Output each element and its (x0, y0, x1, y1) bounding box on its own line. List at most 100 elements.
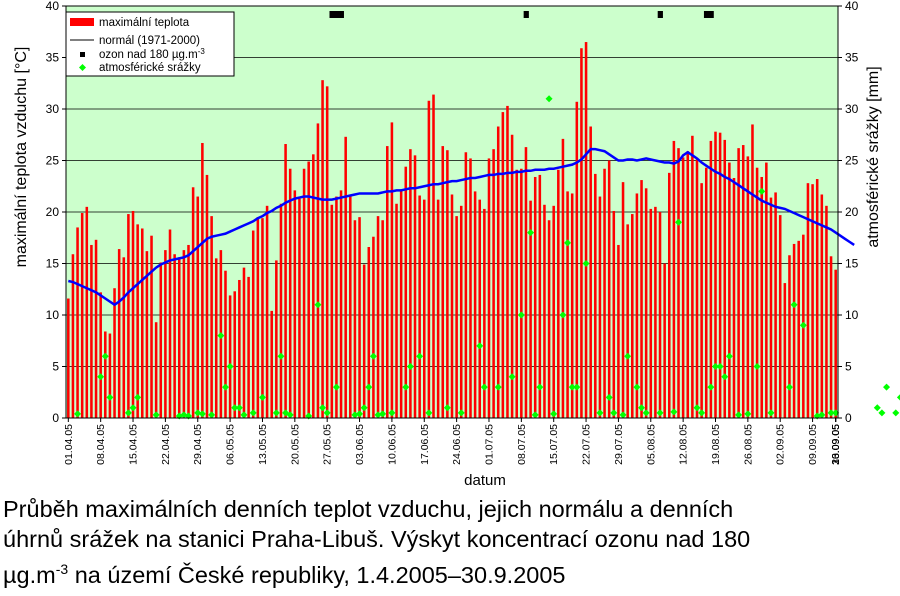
temperature-bar (626, 224, 629, 418)
temperature-bar (501, 112, 505, 418)
temperature-bar (561, 138, 565, 418)
temperature-bar (695, 159, 699, 418)
temperature-bar (640, 180, 643, 418)
temperature-bar (302, 168, 306, 418)
precipitation-marker (351, 411, 359, 419)
temperature-bar (339, 190, 343, 418)
precipitation-marker (698, 409, 706, 417)
temperature-bar (330, 204, 334, 418)
x-tick-label: 08.04.05 (95, 424, 107, 465)
precipitation-marker (272, 409, 280, 417)
temperature-bar (99, 292, 102, 418)
temperature-bar (473, 191, 477, 418)
precipitation-marker (314, 301, 322, 309)
temperature-bar (386, 146, 389, 418)
y-right-tick-label: 20 (845, 205, 859, 219)
temperature-bar (765, 162, 768, 418)
temperature-bar (723, 139, 727, 418)
temperature-bar (150, 235, 153, 418)
temperature-bar (275, 260, 278, 418)
precipitation-marker (896, 394, 900, 401)
temperature-bar (834, 269, 837, 418)
precipitation-marker (194, 409, 202, 417)
temperature-bar (228, 295, 232, 418)
temperature-bar (797, 240, 800, 418)
temperature-bar (496, 126, 500, 418)
temperature-bar (242, 267, 246, 418)
temperature-bar (686, 151, 690, 419)
temperature-bar (681, 157, 685, 418)
temperature-bar (94, 239, 98, 418)
temperature-bar (621, 182, 625, 418)
temperature-bar (321, 80, 324, 418)
caption-line-3: µg.m-3 na území České republiky, 1.4.200… (3, 561, 566, 588)
legend-normal-label: normál (1971-2000) (99, 35, 200, 47)
temperature-bar (76, 227, 79, 418)
precipitation-marker (101, 352, 109, 360)
y-axis-left-label: maximální teplota vzduchu [°C] (13, 47, 30, 268)
y-right-tick-label: 25 (845, 154, 859, 168)
precipitation-marker (878, 409, 886, 417)
x-tick-label: 26.08.05 (742, 424, 754, 465)
temperature-bar (658, 212, 662, 418)
temperature-bar (224, 270, 227, 418)
temperature-bar (612, 210, 616, 418)
precipitation-marker (758, 187, 766, 195)
precipitation-marker (624, 352, 632, 360)
temperature-bar (187, 244, 190, 418)
x-tick-label: 03.06.05 (354, 424, 366, 465)
precipitation-marker (152, 411, 160, 419)
temperature-bar (755, 167, 759, 418)
precipitation-marker (892, 409, 900, 417)
temperature-bar (191, 187, 195, 418)
temperature-bar (247, 276, 250, 418)
temperature-bar (492, 149, 495, 419)
precipitation-marker (508, 373, 516, 381)
temperature-bar (575, 101, 579, 418)
temperature-bar (584, 42, 588, 419)
temperature-bar (446, 150, 449, 418)
y-left-tick-label: 40 (46, 0, 60, 13)
temperature-bar (90, 244, 93, 418)
temperature-bar (404, 166, 408, 418)
precipitation-marker (527, 229, 535, 237)
temperature-bar (778, 215, 782, 418)
temperature-bar (349, 195, 352, 418)
caption-line-2: úhrnů srážek na stanici Praha-Libuš. Výs… (3, 526, 751, 552)
temperature-bar (270, 310, 273, 418)
temperature-bar (168, 229, 172, 418)
precipitation-marker (550, 410, 558, 418)
temperature-bar (432, 94, 435, 418)
temperature-bar (113, 288, 116, 418)
precipitation-marker (827, 409, 835, 417)
temperature-bar (732, 178, 736, 418)
precipitation-marker (725, 352, 733, 360)
temperature-bar (312, 154, 315, 418)
temperature-bar (469, 158, 472, 418)
precipitation-marker (753, 363, 761, 370)
precipitation-marker (277, 352, 285, 360)
precipitation-marker (180, 411, 188, 419)
x-tick-label: 24.06.05 (451, 424, 463, 465)
precipitation-marker (559, 311, 567, 319)
legend-ozone-swatch (80, 52, 85, 57)
ozone-marker (523, 11, 529, 18)
x-tick-label: 01.07.05 (483, 424, 495, 465)
temperature-bar (196, 196, 200, 418)
ozone-marker (657, 11, 663, 18)
precipitation-marker (568, 383, 576, 391)
temperature-bar (478, 199, 482, 418)
x-tick-label: 16.09.05 (830, 424, 842, 465)
temperature-bar (617, 244, 620, 418)
temperature-bar (672, 140, 676, 418)
ozone-marker (338, 11, 344, 18)
temperature-bar (566, 191, 569, 418)
x-tick-label: 08.07.05 (516, 424, 528, 465)
temperature-bar (603, 168, 606, 418)
temperature-bar (367, 247, 371, 418)
temperature-bar (159, 262, 163, 418)
temperature-bar (825, 205, 828, 418)
precipitation-marker (790, 301, 798, 309)
temperature-bar (714, 131, 717, 418)
temperature-bar (164, 250, 167, 418)
